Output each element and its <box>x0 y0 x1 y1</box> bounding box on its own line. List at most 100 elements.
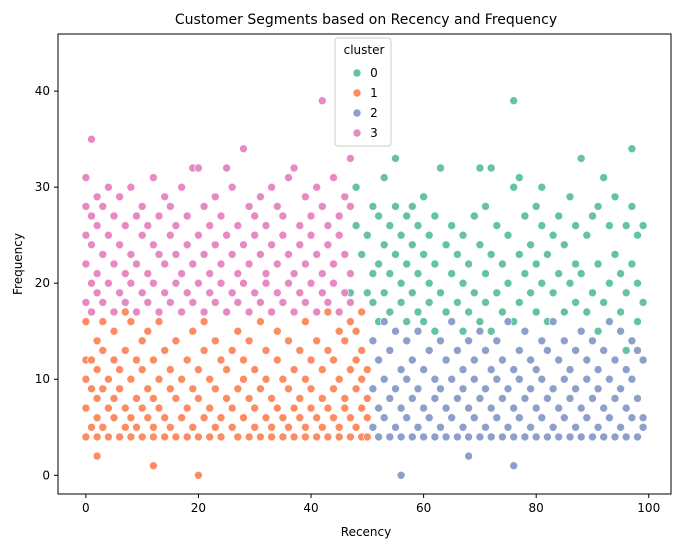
data-point-cluster-0 <box>633 278 642 288</box>
data-point-cluster-3 <box>334 211 344 221</box>
data-point-cluster-3 <box>329 173 338 182</box>
data-point-cluster-2 <box>391 422 400 432</box>
data-point-cluster-3 <box>256 250 265 259</box>
data-point-cluster-3 <box>182 288 192 298</box>
data-point-cluster-2 <box>368 336 378 346</box>
data-point-cluster-1 <box>194 365 203 374</box>
data-point-cluster-2 <box>424 346 434 355</box>
data-point-cluster-1 <box>188 422 198 432</box>
data-point-cluster-3 <box>81 259 91 269</box>
data-point-cluster-0 <box>638 221 648 230</box>
data-point-cluster-3 <box>222 230 231 240</box>
data-point-cluster-1 <box>239 374 248 384</box>
data-point-cluster-3 <box>211 298 220 307</box>
data-point-cluster-2 <box>593 384 603 394</box>
data-point-cluster-1 <box>317 365 327 374</box>
data-point-cluster-3 <box>346 202 355 211</box>
data-point-cluster-3 <box>211 192 220 202</box>
data-point-cluster-1 <box>284 384 293 394</box>
data-point-cluster-3 <box>244 202 254 211</box>
data-point-cluster-3 <box>216 278 226 288</box>
data-point-cluster-2 <box>605 413 614 423</box>
data-point-cluster-2 <box>638 413 648 423</box>
data-point-cluster-2 <box>430 374 440 384</box>
data-point-cluster-2 <box>498 432 507 442</box>
data-point-cluster-1 <box>362 432 372 442</box>
data-point-cluster-3 <box>205 221 214 230</box>
data-point-cluster-2 <box>616 326 625 336</box>
data-point-cluster-2 <box>633 432 642 442</box>
data-point-cluster-0 <box>559 307 569 317</box>
data-point-cluster-3 <box>137 230 147 240</box>
data-point-cluster-3 <box>289 163 299 173</box>
data-point-cluster-1 <box>295 346 305 355</box>
data-point-cluster-3 <box>227 182 237 192</box>
data-point-cluster-1 <box>329 384 338 394</box>
data-point-cluster-0 <box>374 211 383 221</box>
data-point-cluster-1 <box>346 365 355 374</box>
data-point-cluster-3 <box>256 192 265 202</box>
data-point-cluster-3 <box>222 163 231 173</box>
data-point-cluster-0 <box>357 250 367 259</box>
data-point-cluster-1 <box>289 403 299 413</box>
data-point-cluster-3 <box>340 288 350 298</box>
data-point-cluster-2 <box>610 355 620 365</box>
data-point-cluster-3 <box>323 298 333 307</box>
data-point-cluster-1 <box>272 355 282 365</box>
data-point-cluster-1 <box>188 384 198 394</box>
data-point-cluster-0 <box>520 211 530 221</box>
data-point-cluster-3 <box>188 298 198 307</box>
data-point-cluster-3 <box>132 307 141 317</box>
data-point-cluster-3 <box>278 298 288 307</box>
data-point-cluster-3 <box>250 230 259 240</box>
data-point-cluster-1 <box>284 336 293 346</box>
data-point-cluster-3 <box>81 173 91 182</box>
data-point-cluster-1 <box>87 422 96 432</box>
data-point-cluster-1 <box>87 355 96 365</box>
data-point-cluster-2 <box>514 374 524 384</box>
data-point-cluster-1 <box>227 403 237 413</box>
data-point-cluster-1 <box>323 346 333 355</box>
data-point-cluster-2 <box>379 413 389 423</box>
data-point-cluster-0 <box>627 202 637 211</box>
data-point-cluster-2 <box>559 374 569 384</box>
data-point-cluster-0 <box>453 298 462 307</box>
data-point-cluster-0 <box>407 288 417 298</box>
data-point-cluster-1 <box>267 422 276 432</box>
y-tick-label: 10 <box>35 372 50 386</box>
data-point-cluster-3 <box>306 211 316 221</box>
data-point-cluster-0 <box>464 259 473 269</box>
x-tick-label: 20 <box>191 501 206 515</box>
data-point-cluster-1 <box>115 365 124 374</box>
legend-marker-cluster-0 <box>352 68 362 78</box>
data-point-cluster-0 <box>571 298 580 307</box>
data-point-cluster-3 <box>126 250 136 259</box>
data-point-cluster-3 <box>250 288 259 298</box>
data-point-cluster-2 <box>379 374 389 384</box>
data-point-cluster-1 <box>177 374 186 384</box>
data-point-cluster-2 <box>531 403 541 413</box>
data-point-cluster-3 <box>182 211 192 221</box>
data-point-cluster-1 <box>81 317 91 326</box>
data-point-cluster-0 <box>576 269 586 278</box>
data-point-cluster-1 <box>160 346 169 355</box>
data-point-cluster-1 <box>323 403 333 413</box>
data-point-cluster-2 <box>430 432 440 442</box>
data-point-cluster-1 <box>143 413 153 423</box>
data-point-cluster-1 <box>278 374 288 384</box>
data-point-cluster-3 <box>295 288 305 298</box>
legend-marker-cluster-2 <box>352 108 362 118</box>
data-point-cluster-2 <box>413 326 423 336</box>
legend: cluster 0 1 2 3 <box>334 37 392 147</box>
data-point-cluster-2 <box>537 413 547 423</box>
data-point-cluster-1 <box>199 317 209 326</box>
data-point-cluster-1 <box>284 422 293 432</box>
data-point-cluster-1 <box>301 432 310 442</box>
data-point-cluster-3 <box>340 192 350 202</box>
data-point-cluster-1 <box>109 413 119 423</box>
data-point-cluster-1 <box>216 355 226 365</box>
data-point-cluster-1 <box>115 432 124 442</box>
data-point-cluster-3 <box>312 182 322 192</box>
y-tick-label: 20 <box>35 276 50 290</box>
